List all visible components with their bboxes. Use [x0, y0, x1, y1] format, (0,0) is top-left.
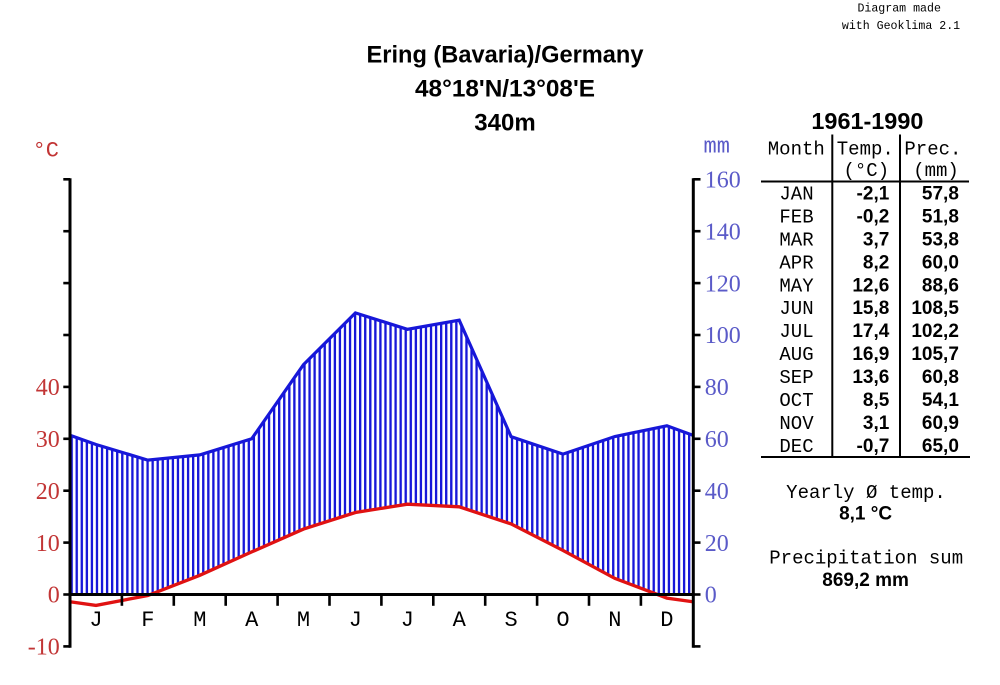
svg-text:54,1: 54,1 — [922, 390, 959, 411]
svg-text:-0,7: -0,7 — [857, 436, 890, 457]
svg-text:48°18'N/13°08'E: 48°18'N/13°08'E — [415, 75, 595, 102]
svg-text:3,1: 3,1 — [863, 413, 890, 434]
svg-text:(mm): (mm) — [913, 160, 959, 182]
svg-text:51,8: 51,8 — [922, 206, 959, 227]
svg-text:0: 0 — [705, 583, 717, 609]
svg-text:Diagram made: Diagram made — [857, 3, 941, 16]
svg-text:102,2: 102,2 — [911, 321, 959, 342]
svg-text:APR: APR — [779, 252, 813, 274]
svg-text:8,1 °C: 8,1 °C — [839, 504, 892, 525]
svg-text:Yearly Ø temp.: Yearly Ø temp. — [786, 482, 946, 504]
svg-text:OCT: OCT — [779, 390, 813, 412]
svg-text:869,2 mm: 869,2 mm — [822, 570, 909, 591]
svg-text:M: M — [297, 608, 310, 633]
svg-text:53,8: 53,8 — [922, 229, 959, 250]
svg-text:-2,1: -2,1 — [857, 184, 890, 205]
svg-text:J: J — [401, 608, 414, 633]
svg-text:O: O — [556, 608, 569, 633]
svg-text:30: 30 — [36, 427, 60, 453]
svg-text:40: 40 — [36, 375, 60, 401]
svg-text:Ering (Bavaria)/Germany: Ering (Bavaria)/Germany — [367, 41, 645, 68]
svg-text:12,6: 12,6 — [852, 275, 889, 296]
svg-text:140: 140 — [705, 219, 741, 245]
svg-text:3,7: 3,7 — [863, 229, 889, 250]
svg-text:108,5: 108,5 — [911, 298, 959, 319]
svg-text:60,8: 60,8 — [922, 367, 959, 388]
svg-text:100: 100 — [705, 323, 741, 349]
svg-text:with Geoklima 2.1: with Geoklima 2.1 — [842, 20, 960, 33]
svg-text:80: 80 — [705, 375, 729, 401]
svg-text:A: A — [245, 608, 259, 633]
svg-text:AUG: AUG — [779, 344, 813, 366]
svg-text:60,0: 60,0 — [922, 252, 959, 273]
svg-text:60: 60 — [705, 427, 729, 453]
svg-text:SEP: SEP — [779, 367, 813, 389]
svg-text:Temp.: Temp. — [837, 138, 894, 160]
svg-text:1961-1990: 1961-1990 — [811, 108, 923, 134]
svg-text:Precipitation sum: Precipitation sum — [769, 548, 963, 570]
svg-text:8,2: 8,2 — [863, 252, 889, 273]
svg-text:MAY: MAY — [779, 275, 814, 297]
svg-text:160: 160 — [705, 168, 741, 194]
svg-text:120: 120 — [705, 271, 741, 297]
svg-text:16,9: 16,9 — [852, 344, 889, 365]
svg-text:D: D — [660, 608, 673, 633]
svg-text:105,7: 105,7 — [911, 344, 959, 365]
svg-text:20: 20 — [36, 479, 60, 505]
svg-text:88,6: 88,6 — [922, 275, 959, 296]
svg-text:0: 0 — [48, 583, 60, 609]
svg-text:N: N — [608, 608, 621, 633]
svg-text:40: 40 — [705, 479, 729, 505]
svg-text:FEB: FEB — [779, 206, 813, 228]
svg-text:13,6: 13,6 — [852, 367, 889, 388]
svg-text:NOV: NOV — [779, 413, 814, 435]
svg-text:8,5: 8,5 — [863, 390, 890, 411]
svg-text:mm: mm — [704, 135, 730, 160]
svg-text:(°C): (°C) — [843, 160, 889, 182]
svg-text:20: 20 — [705, 531, 729, 557]
svg-text:J: J — [349, 608, 362, 633]
svg-text:DEC: DEC — [779, 436, 813, 458]
svg-text:Month: Month — [768, 138, 825, 160]
svg-text:JUL: JUL — [779, 321, 813, 343]
svg-text:°C: °C — [33, 139, 59, 164]
svg-text:JUN: JUN — [779, 298, 813, 320]
svg-text:57,8: 57,8 — [922, 184, 959, 205]
svg-text:F: F — [141, 608, 154, 633]
svg-text:60,9: 60,9 — [922, 413, 959, 434]
svg-text:J: J — [89, 608, 102, 633]
svg-text:JAN: JAN — [779, 184, 813, 206]
svg-text:Prec.: Prec. — [904, 138, 961, 160]
svg-text:340m: 340m — [474, 109, 535, 136]
svg-text:-0,2: -0,2 — [857, 206, 890, 227]
svg-text:M: M — [193, 608, 206, 633]
svg-text:-10: -10 — [28, 635, 60, 661]
svg-text:S: S — [504, 608, 517, 633]
svg-text:A: A — [453, 608, 467, 633]
svg-text:15,8: 15,8 — [852, 298, 889, 319]
svg-text:17,4: 17,4 — [852, 321, 889, 342]
svg-text:65,0: 65,0 — [922, 436, 959, 457]
svg-text:10: 10 — [36, 531, 60, 557]
svg-text:MAR: MAR — [779, 229, 813, 251]
